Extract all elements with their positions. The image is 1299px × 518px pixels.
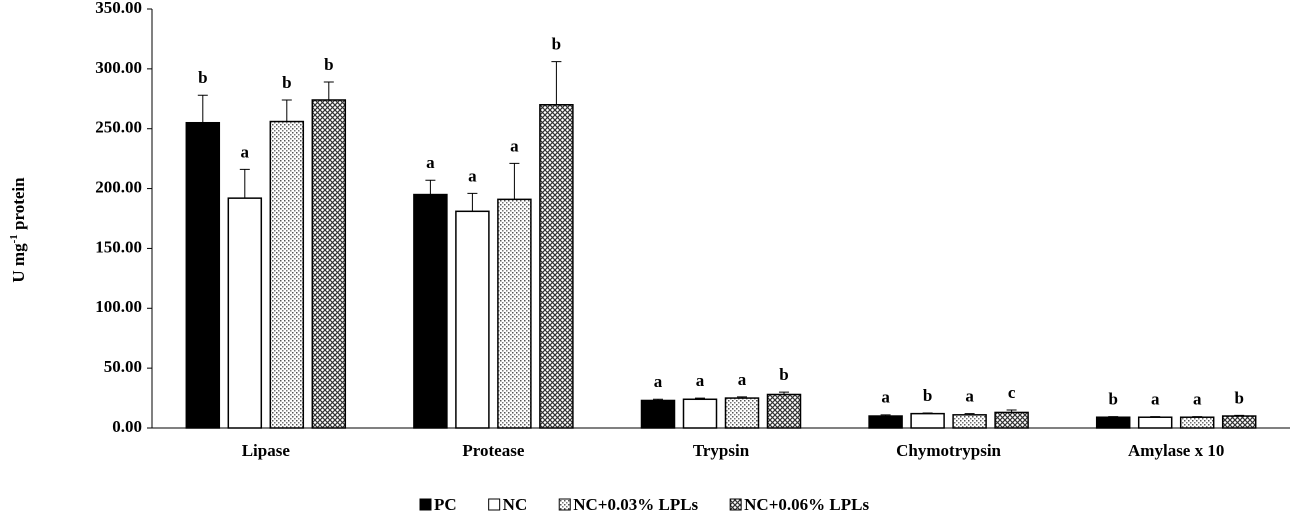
significance-letter: a xyxy=(738,370,747,389)
significance-letter: a xyxy=(1151,390,1160,409)
bar xyxy=(539,104,574,429)
y-tick-label: 200.00 xyxy=(95,177,142,196)
y-tick-label: 300.00 xyxy=(95,58,142,77)
bar xyxy=(311,99,347,429)
significance-letter: a xyxy=(696,371,705,390)
y-tick-label: 50.00 xyxy=(104,357,142,376)
error-bar xyxy=(1150,416,1161,418)
x-tick-label: Lipase xyxy=(242,441,291,460)
error-bar xyxy=(425,179,436,195)
error-bar xyxy=(281,99,292,122)
error-bar xyxy=(323,81,334,100)
legend-swatch xyxy=(419,498,432,511)
bar xyxy=(724,397,760,429)
significance-letter: b xyxy=(282,73,291,92)
legend-swatch xyxy=(558,498,571,511)
y-tick-label: 250.00 xyxy=(95,118,142,137)
bar xyxy=(952,414,987,429)
error-bar xyxy=(1192,416,1203,418)
error-bar xyxy=(695,397,705,400)
error-bar xyxy=(1006,409,1017,413)
significance-letter: b xyxy=(779,365,788,384)
y-tick-label: 0.00 xyxy=(112,417,142,436)
legend-label: PC xyxy=(434,495,457,514)
error-bar xyxy=(1108,416,1119,418)
bar xyxy=(682,398,718,429)
error-bar xyxy=(653,398,663,401)
x-tick-label: Amylase x 10 xyxy=(1128,441,1224,460)
error-bar xyxy=(197,94,208,123)
bar xyxy=(868,415,903,429)
bar xyxy=(227,197,263,429)
bar xyxy=(185,121,221,429)
bar xyxy=(413,193,448,429)
significance-letter: b xyxy=(552,35,561,54)
bar xyxy=(1179,416,1215,429)
error-bar xyxy=(964,413,975,415)
bar xyxy=(1137,416,1173,429)
y-tick-label: 150.00 xyxy=(95,237,142,256)
bar xyxy=(640,399,676,429)
bar xyxy=(766,393,802,429)
significance-letter: a xyxy=(654,372,663,391)
significance-letter: b xyxy=(198,68,207,87)
legend-label: NC xyxy=(503,495,528,514)
significance-letter: c xyxy=(1008,383,1016,402)
legend-swatch xyxy=(729,498,742,511)
significance-letter: b xyxy=(1234,388,1243,407)
legend-swatch xyxy=(488,498,501,511)
error-bar xyxy=(239,168,250,199)
significance-letter: a xyxy=(468,166,477,185)
bar xyxy=(910,412,945,429)
error-bar xyxy=(551,61,562,105)
significance-letter: a xyxy=(426,153,435,172)
bar xyxy=(455,210,490,429)
bar xyxy=(1221,415,1257,429)
error-bar xyxy=(737,396,747,399)
x-tick-label: Protease xyxy=(462,441,524,460)
significance-letter: a xyxy=(881,388,890,407)
significance-letter: a xyxy=(241,142,250,161)
significance-letter: b xyxy=(1108,390,1117,409)
y-tick-label: 100.00 xyxy=(95,297,142,316)
error-bar xyxy=(779,391,789,395)
legend-label: NC+0.06% LPLs xyxy=(744,495,869,514)
y-tick-label: 350.00 xyxy=(95,0,142,17)
bar xyxy=(994,411,1029,429)
x-tick-label: Trypsin xyxy=(693,441,750,460)
error-bar xyxy=(1234,414,1245,417)
significance-letter: a xyxy=(965,387,974,406)
y-axis-label: U mg-1 protein xyxy=(8,177,28,283)
significance-letter: a xyxy=(1193,390,1202,409)
error-bar xyxy=(509,162,520,200)
bar xyxy=(497,198,532,429)
error-bar xyxy=(922,412,933,414)
bar xyxy=(269,120,305,429)
error-bar xyxy=(880,414,891,417)
x-tick-label: Chymotrypsin xyxy=(896,441,1001,460)
error-bar xyxy=(467,192,478,212)
significance-letter: a xyxy=(510,136,519,155)
bar xyxy=(1095,416,1131,429)
significance-letter: b xyxy=(324,55,333,74)
significance-letter: b xyxy=(923,386,932,405)
legend-label: NC+0.03% LPLs xyxy=(573,495,698,514)
